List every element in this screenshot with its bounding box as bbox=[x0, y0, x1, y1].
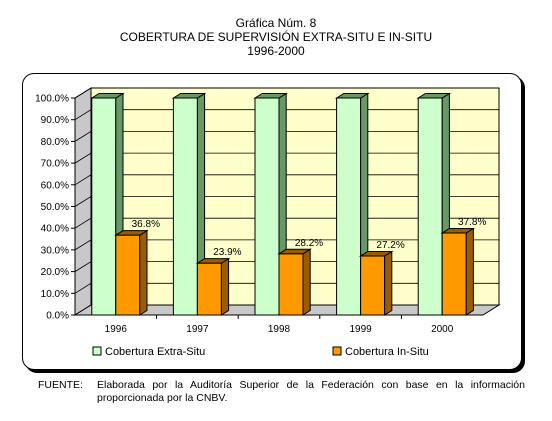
y-tick-label: 40.0% bbox=[41, 224, 69, 235]
bar-extra-situ-front bbox=[254, 97, 280, 316]
bar-in-situ-top bbox=[277, 248, 312, 255]
y-tick-label: 50.0% bbox=[41, 202, 69, 213]
x-tick-label: 1997 bbox=[186, 324, 209, 335]
y-tick-label: 20.0% bbox=[41, 267, 69, 278]
bar-in-situ-front bbox=[360, 255, 386, 316]
y-tick-label: 10.0% bbox=[41, 289, 69, 300]
footnote-text: Elaborada por la Auditoría Superior de l… bbox=[97, 379, 525, 404]
y-tick-label: 70.0% bbox=[41, 159, 69, 170]
legend-label: Cobertura Extra-Situ bbox=[105, 346, 205, 358]
chart-frame: 0.0% 10.0% 20.0% 30.0% 40.0% 50.0% 60.0% 70.0% 8… bbox=[22, 73, 522, 370]
bar-in-situ-top bbox=[358, 250, 394, 257]
x-tick-label: 1996 bbox=[105, 324, 128, 335]
bar-extra-situ-top bbox=[416, 93, 452, 99]
bar-extra-situ-top bbox=[171, 93, 207, 99]
bar-in-situ bbox=[114, 229, 149, 316]
bar-in-situ bbox=[440, 227, 476, 316]
bar-in-situ-top bbox=[114, 230, 149, 236]
bar-in-situ-top bbox=[195, 258, 231, 264]
bar-in-situ-front bbox=[441, 232, 467, 316]
bar-in-situ-side bbox=[302, 248, 311, 316]
y-tick-label: 90.0% bbox=[41, 115, 69, 126]
bar-chart: 0.0% 10.0% 20.0% 30.0% 40.0% 50.0% 60.0% 70.0% 8… bbox=[35, 87, 501, 358]
bar-in-situ bbox=[277, 248, 312, 316]
chart-title-line-1: Gráfica Núm. 8 bbox=[235, 16, 317, 30]
bar-in-situ-top bbox=[440, 227, 476, 234]
legend-swatch bbox=[92, 346, 102, 356]
y-tick-label: 60.0% bbox=[41, 180, 69, 191]
legend-swatch bbox=[332, 346, 342, 356]
legend-label: Cobertura In-Situ bbox=[345, 346, 429, 358]
bar-extra-situ-front bbox=[91, 97, 117, 316]
data-label: 28.2% bbox=[295, 238, 323, 249]
x-tick-label: 2000 bbox=[431, 324, 454, 335]
bar-extra-situ-front bbox=[417, 97, 443, 316]
bar-in-situ-side bbox=[220, 257, 230, 316]
bar-extra-situ-top bbox=[253, 93, 288, 99]
bar-extra-situ bbox=[90, 92, 125, 316]
bar-in-situ-side bbox=[139, 229, 148, 316]
data-label: 36.8% bbox=[132, 219, 160, 230]
x-tick-label: 1998 bbox=[268, 324, 291, 335]
footnote-label: FUENTE: bbox=[38, 379, 83, 391]
bar-extra-situ-top bbox=[334, 93, 370, 99]
bar-extra-situ-front bbox=[172, 97, 198, 316]
data-label: 37.8% bbox=[458, 217, 486, 228]
bar-in-situ-front bbox=[196, 262, 222, 316]
y-tick-label: 100.0% bbox=[35, 94, 69, 105]
data-label: 23.9% bbox=[213, 247, 241, 258]
bar-in-situ bbox=[358, 250, 394, 316]
x-tick-label: 1999 bbox=[349, 324, 372, 335]
y-tick-label: 80.0% bbox=[41, 137, 69, 148]
bar-in-situ-front bbox=[278, 253, 304, 316]
bar-extra-situ-top bbox=[90, 93, 125, 99]
y-tick-label: 30.0% bbox=[41, 245, 69, 256]
data-label: 27.2% bbox=[376, 240, 404, 251]
chart-title-line-3: 1996-2000 bbox=[247, 44, 305, 58]
gridline bbox=[74, 87, 499, 99]
y-tick-label: 0.0% bbox=[46, 311, 69, 322]
bar-in-situ-side bbox=[384, 250, 393, 316]
bar-in-situ bbox=[195, 257, 231, 316]
bar-extra-situ-front bbox=[336, 97, 362, 316]
bar-in-situ-side bbox=[465, 227, 474, 316]
bar-in-situ-front bbox=[115, 234, 141, 316]
chart-title-line-2: COBERTURA DE SUPERVISIÓN EXTRA-SITU E IN… bbox=[119, 30, 433, 44]
